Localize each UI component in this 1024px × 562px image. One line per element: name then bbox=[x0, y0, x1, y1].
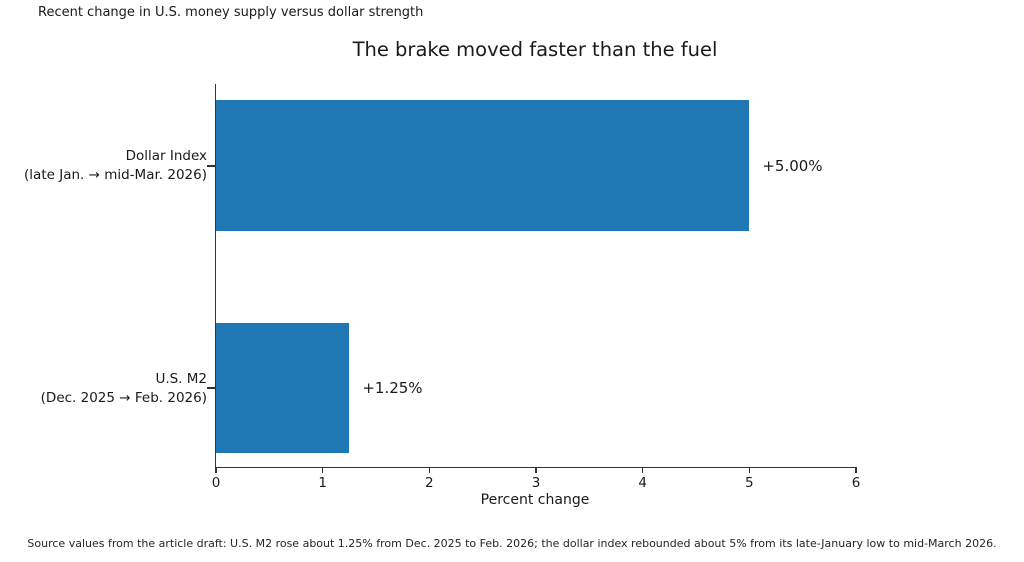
category-label-line-1: Dollar Index bbox=[125, 148, 207, 164]
x-tick-label: 3 bbox=[531, 475, 541, 491]
x-tick-label: 6 bbox=[851, 475, 861, 491]
x-tick-label: 2 bbox=[425, 475, 434, 491]
category-label-line-2: (late Jan. → mid-Mar. 2026) bbox=[24, 167, 207, 183]
x-tick-mark bbox=[535, 467, 537, 473]
value-label-us-m2: +1.25% bbox=[362, 379, 423, 397]
x-tick-label: 5 bbox=[745, 475, 754, 491]
x-tick-mark bbox=[215, 467, 217, 473]
plot-area: +5.00% +1.25% 0 1 2 3 4 5 6 bbox=[206, 84, 860, 491]
x-tick-label: 1 bbox=[318, 475, 327, 491]
category-label-dollar-index: Dollar Index (late Jan. → mid-Mar. 2026) bbox=[0, 147, 207, 185]
x-tick-mark bbox=[428, 467, 431, 473]
x-axis-label: Percent change bbox=[480, 492, 590, 508]
source-caption: Source values from the article draft: U.… bbox=[27, 537, 997, 550]
x-tick-label: 4 bbox=[638, 475, 647, 491]
category-label-line-1: U.S. M2 bbox=[155, 371, 207, 387]
category-label-line-2: (Dec. 2025 → Feb. 2026) bbox=[40, 390, 207, 406]
bar-us-m2 bbox=[216, 323, 350, 453]
x-tick-mark bbox=[855, 467, 857, 473]
y-tick-mark bbox=[206, 387, 215, 389]
figure-suptitle: Recent change in U.S. money supply versu… bbox=[38, 5, 424, 20]
chart-title: The brake moved faster than the fuel bbox=[352, 38, 718, 61]
category-label-us-m2: U.S. M2 (Dec. 2025 → Feb. 2026) bbox=[0, 370, 207, 408]
bar-dollar-index bbox=[216, 100, 750, 231]
x-tick-mark bbox=[321, 467, 324, 473]
x-tick-mark bbox=[641, 467, 644, 473]
value-label-dollar-index: +5.00% bbox=[762, 156, 823, 175]
x-tick-label: 0 bbox=[211, 475, 221, 491]
x-tick-mark bbox=[748, 467, 751, 473]
y-tick-mark bbox=[206, 165, 215, 167]
